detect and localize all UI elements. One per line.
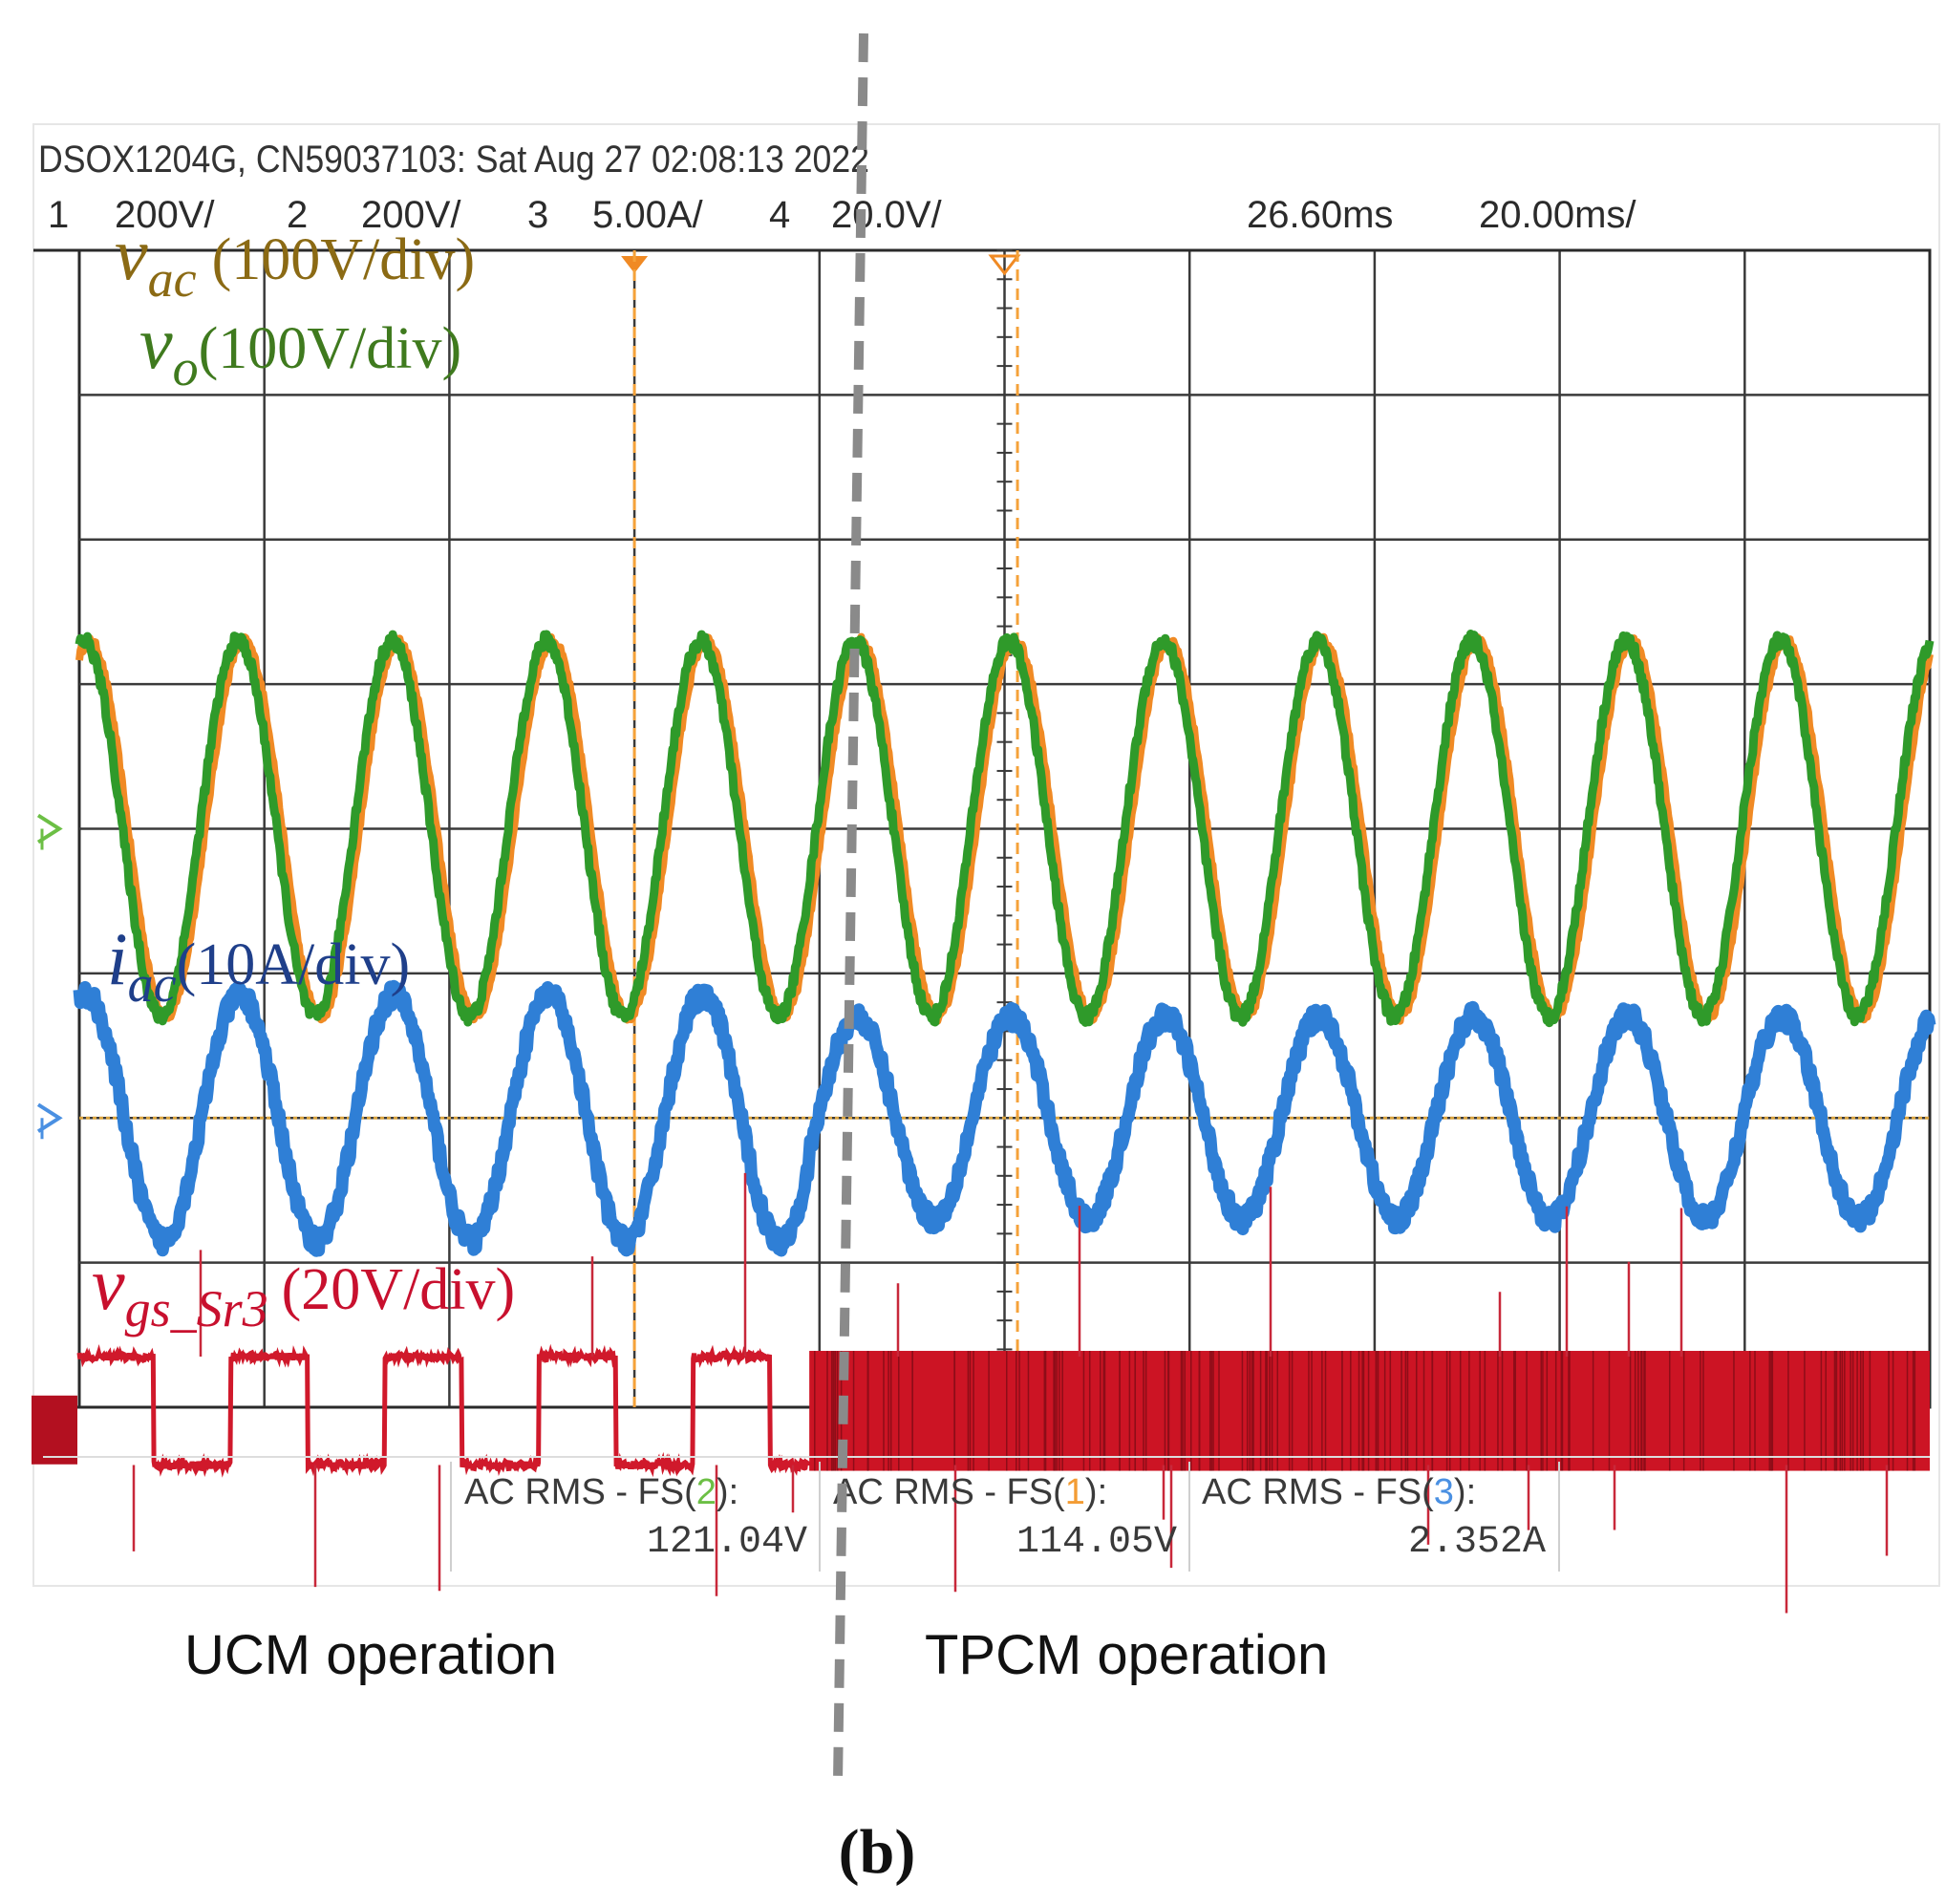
transition-divider: [833, 32, 868, 1783]
meas-3-value: 2.352A: [1408, 1521, 1546, 1564]
delay-marker: [988, 254, 1021, 276]
meas-3-label: AC RMS - FS(3):: [1202, 1472, 1476, 1512]
trace-vgs-tpcm-block: [809, 1351, 1930, 1471]
label-iac: iac(10A/div): [80, 917, 429, 1013]
trace-v_o: [75, 630, 1935, 1028]
meas-2-label: AC RMS - FS(1):: [833, 1472, 1107, 1512]
waveforms: [73, 630, 1936, 1614]
ch3-number: 3: [527, 194, 548, 236]
waveform-labels: vac (100V/div) vo(100V/div) iac(10A/div) …: [65, 212, 534, 1337]
ch4-ground-marker: [32, 1395, 77, 1465]
ch3-ground-marker: [36, 1102, 63, 1133]
meas-2-value: 114.05V: [1016, 1521, 1177, 1564]
mode-tpcm-label: TPCM operation: [925, 1624, 1328, 1686]
meas-1-label: AC RMS - FS(2):: [464, 1472, 738, 1512]
scope-header: DSOX1204G, CN59037103: Sat Aug 27 02:08:…: [38, 139, 869, 181]
ch2-number: 2: [287, 194, 308, 236]
ch2-scale: 200V/: [361, 194, 461, 236]
trace-vgs-ucm: [76, 1343, 812, 1478]
trigger-marker: [621, 256, 649, 273]
label-vac: vac (100V/div): [88, 212, 494, 308]
trace-i_ac: [73, 979, 1936, 1257]
measurement-bar: AC RMS - FS(2): 121.04V AC RMS - FS(1): …: [43, 1456, 1930, 1572]
ch1-scale: 200V/: [115, 194, 215, 236]
time-scale: 20.00ms/: [1479, 194, 1636, 236]
ch1-number: 1: [48, 194, 69, 236]
ch4-scale: 20.0V/: [831, 194, 943, 236]
ch3-scale: 5.00A/: [592, 194, 704, 236]
channel-scales: 1 200V/ 2 200V/ 3 5.00A/ 4 20.0V/ 26.60m…: [48, 194, 1636, 236]
ch4-number: 4: [769, 194, 790, 236]
label-vo: vo(100V/div): [113, 301, 481, 396]
trigger-markers: [621, 254, 1021, 276]
ground-markers: [32, 813, 77, 1465]
time-delay: 26.60ms: [1247, 194, 1393, 236]
mode-ucm-label: UCM operation: [184, 1624, 557, 1686]
panel-label: (b): [839, 1817, 916, 1887]
ch2-ground-marker: [36, 813, 63, 845]
meas-1-value: 121.04V: [647, 1521, 807, 1564]
trace-v_ac: [75, 632, 1934, 1025]
label-vgs: vgs_Sr3 (20V/div): [65, 1242, 534, 1337]
